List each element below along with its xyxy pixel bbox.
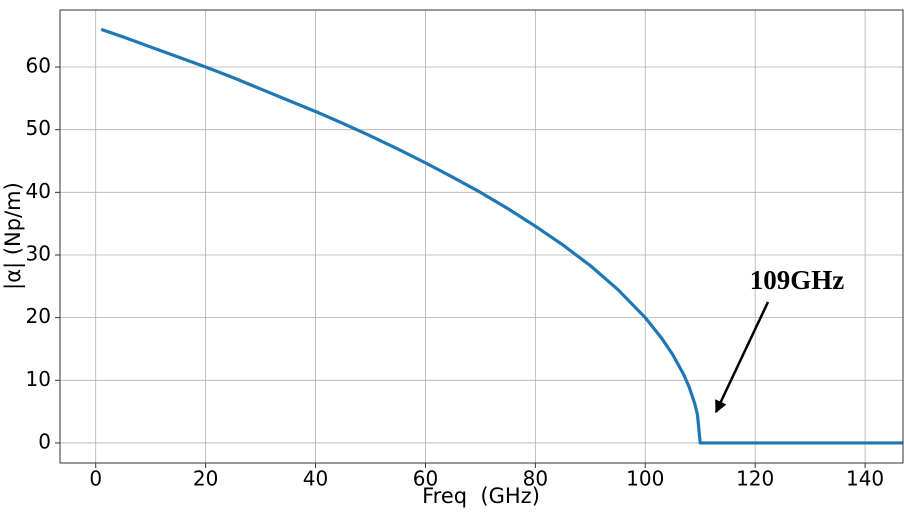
annotation-arrow bbox=[714, 301, 770, 414]
y-tick-label: 10 bbox=[26, 367, 51, 391]
y-tick-label: 50 bbox=[26, 116, 51, 140]
x-tick-label: 0 bbox=[89, 467, 102, 491]
annotation: 109GHz bbox=[750, 265, 845, 295]
y-tick-label: 30 bbox=[26, 241, 51, 265]
x-tick-label: 120 bbox=[736, 467, 774, 491]
x-tick-label: 100 bbox=[626, 467, 664, 491]
x-tick-label: 80 bbox=[523, 467, 548, 491]
y-tick-label: 40 bbox=[26, 179, 51, 203]
x-tick-label: 60 bbox=[413, 467, 438, 491]
data-line bbox=[100, 27, 904, 445]
x-tick-label: 140 bbox=[846, 467, 884, 491]
plot-frame bbox=[59, 9, 904, 464]
x-axis-label: Freq (GHz) bbox=[422, 484, 540, 508]
y-tick-label: 0 bbox=[38, 429, 51, 453]
grid bbox=[60, 10, 903, 463]
y-tick-label: 60 bbox=[26, 54, 51, 78]
y-tick-label: 20 bbox=[26, 304, 51, 328]
y-axis-label: |α| (Np/m) bbox=[1, 182, 26, 290]
plot bbox=[100, 27, 904, 445]
x-tick-label: 40 bbox=[303, 467, 328, 491]
x-tick-label: 20 bbox=[193, 467, 218, 491]
